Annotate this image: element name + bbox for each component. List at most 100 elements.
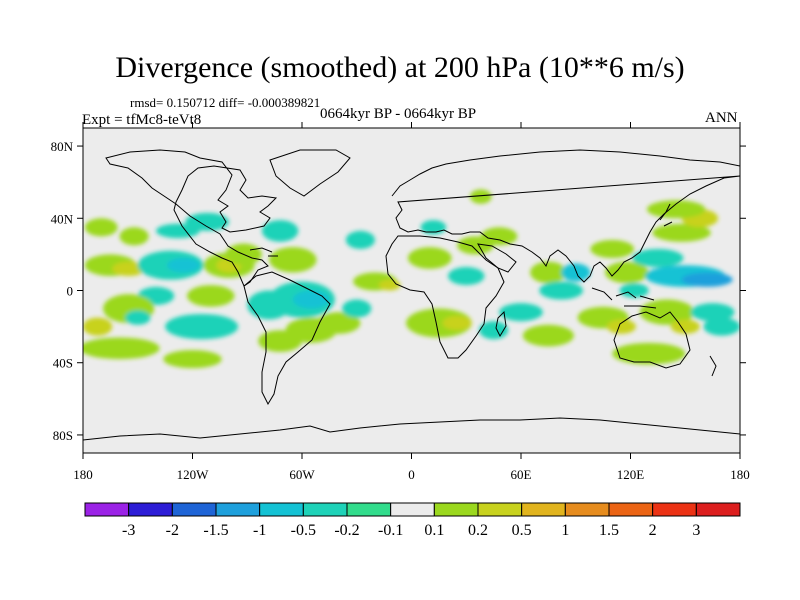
- colorbar: -3 -2 -1.5 -1 -0.5 -0.2 -0.1 0.1 0.2 0.5 1 1.5 2 3: [84, 502, 741, 539]
- coast-madagascar: [495, 310, 507, 338]
- field-anomaly-43: [604, 261, 649, 284]
- coast-indonesia: [591, 287, 657, 309]
- field-anomaly-60: [499, 303, 543, 322]
- coast-south-america: [243, 271, 331, 406]
- field-anomaly-41: [561, 263, 591, 282]
- field-anomaly-16: [124, 310, 151, 325]
- coast-caribbean: [249, 247, 278, 257]
- field-anomaly-23: [292, 290, 330, 309]
- field-anomaly-18: [83, 317, 113, 336]
- colorbar-label-13: 3: [692, 522, 700, 539]
- field-anomaly-53: [639, 299, 695, 325]
- colorbar-swatch-13: [652, 502, 697, 517]
- field-anomaly-12: [269, 247, 317, 273]
- colorbar-swatch-8: [433, 502, 479, 517]
- x-tick-label-0: 180: [73, 467, 93, 482]
- period-label: 0664kyr BP - 0664kyr BP: [320, 106, 477, 122]
- x-tick-label-6: 180: [730, 467, 750, 482]
- divergence-field: [83, 189, 740, 369]
- field-anomaly-42: [590, 239, 635, 258]
- field-anomaly-33: [407, 247, 452, 269]
- coast-africa: [385, 235, 505, 359]
- coast-new-zealand: [709, 355, 717, 377]
- field-anomaly-47: [619, 283, 649, 298]
- field-anomaly-40: [539, 281, 584, 300]
- field-anomaly-26: [316, 312, 361, 334]
- y-tick-label-1: 40N: [51, 211, 74, 226]
- coast-arabia: [477, 243, 517, 273]
- colorbar-swatch-5: [302, 502, 348, 517]
- coastlines: [83, 149, 740, 441]
- field-anomaly-35: [448, 267, 485, 286]
- colorbar-label-10: 1: [561, 522, 569, 539]
- field-anomaly-5: [112, 261, 146, 277]
- field-anomaly-30: [342, 299, 372, 318]
- colorbar-swatch-1: [128, 502, 173, 517]
- field-anomaly-20: [163, 350, 222, 369]
- y-tick-label-4: 80S: [53, 428, 73, 443]
- field-anomaly-56: [703, 317, 740, 336]
- colorbar-swatch-9: [477, 502, 523, 517]
- field-anomaly-11: [261, 220, 299, 242]
- field-anomaly-0: [84, 218, 118, 237]
- field-anomaly-3: [185, 212, 230, 231]
- y-tick-label-0: 80N: [51, 139, 74, 154]
- colorbar-label-2: -1.5: [203, 522, 228, 539]
- axes: 180 120W 60W 0 60E 120E 180 80N 40N 0 40S 80S: [51, 122, 750, 482]
- x-tick-label-4: 60E: [511, 467, 532, 482]
- field-anomaly-46: [681, 272, 733, 287]
- experiment-label: Expt = tfMc8-teVt8: [82, 112, 202, 128]
- field-anomaly-50: [646, 200, 706, 219]
- field-anomaly-29: [345, 230, 375, 249]
- x-tick-label-5: 120E: [617, 467, 645, 482]
- colorbar-swatch-14: [695, 502, 741, 517]
- colorbar-swatch-4: [259, 502, 304, 517]
- field-anomaly-31: [406, 308, 472, 338]
- coast-antarctica: [83, 417, 740, 441]
- field-anomaly-37: [480, 227, 518, 246]
- field-anomaly-55: [690, 303, 735, 322]
- colorbar-label-9: 0.5: [512, 522, 532, 539]
- colorbar-label-6: -0.1: [378, 522, 403, 539]
- colorbar-swatch-11: [564, 502, 610, 517]
- colorbar-label-0: -3: [122, 522, 135, 539]
- x-tick-label-1: 120W: [177, 467, 210, 482]
- field-anomaly-58: [612, 342, 686, 365]
- field-anomaly-38: [469, 189, 492, 204]
- y-tick-label-3: 40S: [53, 356, 73, 371]
- field-anomaly-17: [165, 313, 239, 340]
- coast-australia: [613, 311, 691, 369]
- colorbar-label-4: -0.5: [291, 522, 316, 539]
- field-anomaly-48: [652, 223, 711, 242]
- field-anomaly-44: [632, 248, 684, 268]
- colorbar-swatch-0: [84, 502, 130, 517]
- field-anomaly-57: [522, 324, 574, 347]
- field-anomaly-25: [258, 330, 302, 352]
- x-tick-label-3: 0: [408, 467, 415, 482]
- colorbar-swatch-7: [390, 502, 435, 517]
- coast-greenland: [269, 149, 351, 197]
- colorbar-label-8: 0.2: [468, 522, 488, 539]
- field-anomaly-1: [119, 227, 149, 246]
- field-anomaly-54: [670, 319, 700, 334]
- field-anomaly-7: [166, 258, 200, 273]
- field-anomaly-52: [606, 319, 636, 334]
- colorbar-label-12: 2: [649, 522, 657, 539]
- coast-eurasia: [391, 149, 740, 283]
- y-tick-label-2: 0: [67, 284, 74, 299]
- field-anomaly-13: [187, 285, 235, 307]
- colorbar-label-11: 1.5: [599, 522, 619, 539]
- colorbar-swatch-12: [608, 502, 654, 517]
- x-tick-label-2: 60W: [289, 467, 315, 482]
- field-anomaly-39: [530, 261, 567, 284]
- coast-japan: [659, 203, 673, 227]
- stats-label: rmsd= 0.150712 diff= -0.000389821: [130, 95, 321, 110]
- colorbar-swatch-2: [171, 502, 217, 517]
- colorbar-swatch-6: [346, 502, 392, 517]
- colorbar-label-7: 0.1: [424, 522, 444, 539]
- coast-north-america: [105, 149, 278, 287]
- colorbar-swatch-10: [521, 502, 566, 517]
- colorbar-label-3: -1: [253, 522, 266, 539]
- colorbar-label-5: -0.2: [334, 522, 359, 539]
